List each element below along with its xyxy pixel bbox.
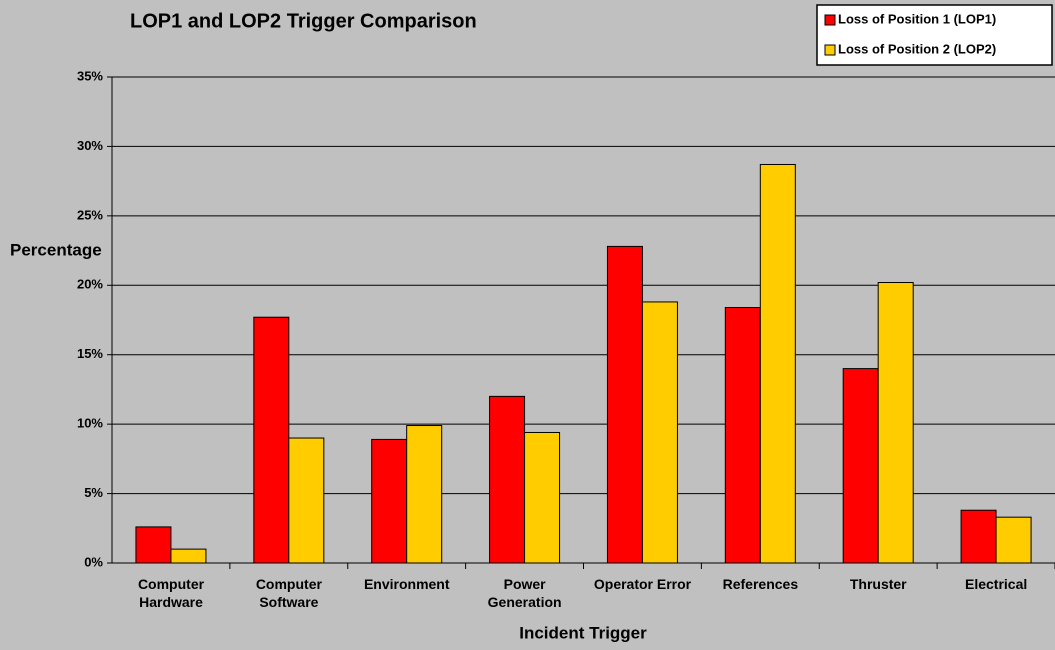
bar bbox=[759, 163, 796, 564]
legend-swatch bbox=[824, 44, 836, 56]
x-tick-label: Computer Software bbox=[255, 576, 322, 610]
x-tick-label: Operator Error bbox=[593, 576, 692, 592]
x-axis-label: Incident Trigger bbox=[519, 623, 647, 642]
y-tick-label: 35% bbox=[77, 68, 103, 83]
legend-box bbox=[816, 4, 1053, 66]
x-tick-label: Thruster bbox=[849, 576, 907, 592]
x-tick-label: Environment bbox=[363, 576, 450, 592]
bar bbox=[960, 509, 997, 564]
bar bbox=[170, 548, 207, 564]
legend-label: Loss of Position 1 (LOP1) bbox=[838, 11, 996, 26]
chart-title: LOP1 and LOP2 Trigger Comparison bbox=[130, 10, 477, 32]
bar bbox=[371, 438, 408, 564]
y-tick-label: 25% bbox=[77, 207, 103, 222]
bar bbox=[641, 301, 678, 564]
bar bbox=[724, 307, 761, 564]
bar bbox=[489, 395, 526, 564]
bar bbox=[288, 437, 325, 564]
bar bbox=[406, 425, 443, 564]
y-tick-label: 5% bbox=[84, 485, 103, 500]
bar bbox=[606, 245, 643, 564]
x-tick-label: Power Generation bbox=[487, 576, 562, 610]
bar bbox=[524, 431, 561, 564]
x-tick-label: Computer Hardware bbox=[137, 576, 205, 610]
x-tick-label: References bbox=[722, 576, 799, 592]
bar bbox=[253, 316, 290, 564]
y-axis-label: Percentage bbox=[10, 240, 102, 259]
legend-label: Loss of Position 2 (LOP2) bbox=[838, 41, 996, 56]
y-tick-label: 15% bbox=[77, 346, 103, 361]
y-tick-label: 0% bbox=[84, 554, 103, 569]
bar bbox=[995, 516, 1032, 564]
y-tick-label: 20% bbox=[77, 277, 103, 292]
x-tick-label: Electrical bbox=[964, 576, 1028, 592]
bar bbox=[135, 526, 172, 564]
y-tick-label: 30% bbox=[77, 138, 103, 153]
legend-swatch bbox=[824, 14, 836, 26]
bar bbox=[842, 368, 879, 564]
y-tick-label: 10% bbox=[77, 416, 103, 431]
bar bbox=[877, 282, 914, 564]
